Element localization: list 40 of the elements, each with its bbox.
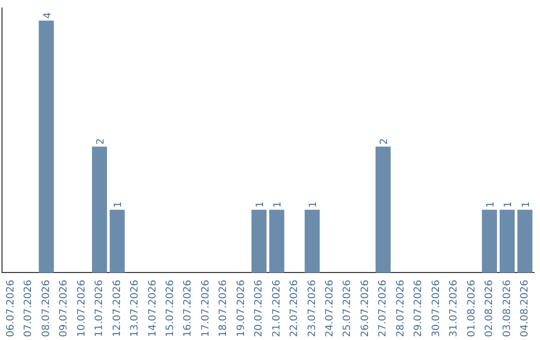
- data-label: 1: [485, 201, 496, 208]
- data-label: 1: [272, 201, 284, 208]
- x-tick-label: 22.07.2026: [289, 280, 300, 338]
- x-tick-label: 26.07.2026: [360, 280, 371, 338]
- x-tick-label: 25.07.2026: [342, 280, 354, 338]
- data-label: 4: [42, 12, 54, 19]
- x-tick-label: 23.07.2026: [306, 280, 318, 338]
- data-label: 1: [520, 201, 532, 208]
- x-tick-label: 03.08.2026: [502, 280, 513, 338]
- x-tick-label: 21.07.2026: [271, 280, 282, 338]
- x-tick-label: 31.07.2026: [448, 280, 460, 338]
- x-tick-label: 27.07.2026: [378, 280, 389, 338]
- x-tick-label: 17.07.2026: [200, 280, 212, 338]
- x-tick-label: 01.08.2026: [466, 280, 478, 338]
- x-tick-label: 18.07.2026: [218, 280, 230, 338]
- x-tick-label: 12.07.2026: [112, 280, 123, 338]
- x-tick-label: 19.07.2026: [236, 280, 247, 338]
- x-tick-label: 11.07.2026: [94, 280, 106, 338]
- x-tick-label: 24.07.2026: [324, 280, 336, 338]
- x-tick-label: 20.07.2026: [254, 280, 265, 338]
- x-tick-label: 08.07.2026: [40, 280, 52, 338]
- x-tick-label: 04.08.2026: [519, 280, 530, 338]
- x-tick-label: 16.07.2026: [182, 280, 194, 338]
- data-label: 1: [113, 201, 124, 208]
- x-tick-label: 13.07.2026: [130, 280, 141, 338]
- x-tick-label: 30.07.2026: [430, 280, 442, 338]
- data-label: 2: [379, 138, 390, 145]
- x-tick-label: 15.07.2026: [164, 280, 176, 338]
- x-tick-label: 09.07.2026: [58, 280, 70, 338]
- x-tick-label: 10.07.2026: [76, 280, 88, 338]
- x-tick-label: 07.07.2026: [23, 280, 34, 338]
- x-tick-label: 02.08.2026: [484, 280, 496, 338]
- x-tick-label: 06.07.2026: [5, 280, 16, 338]
- x-tick-label: 28.07.2026: [395, 280, 406, 338]
- data-label: 1: [503, 201, 514, 208]
- x-tick-label: 29.07.2026: [413, 280, 424, 338]
- data-label: 1: [308, 201, 320, 208]
- data-label: 1: [255, 201, 266, 208]
- data-label: 2: [95, 138, 106, 145]
- x-tick-label: 14.07.2026: [147, 280, 158, 338]
